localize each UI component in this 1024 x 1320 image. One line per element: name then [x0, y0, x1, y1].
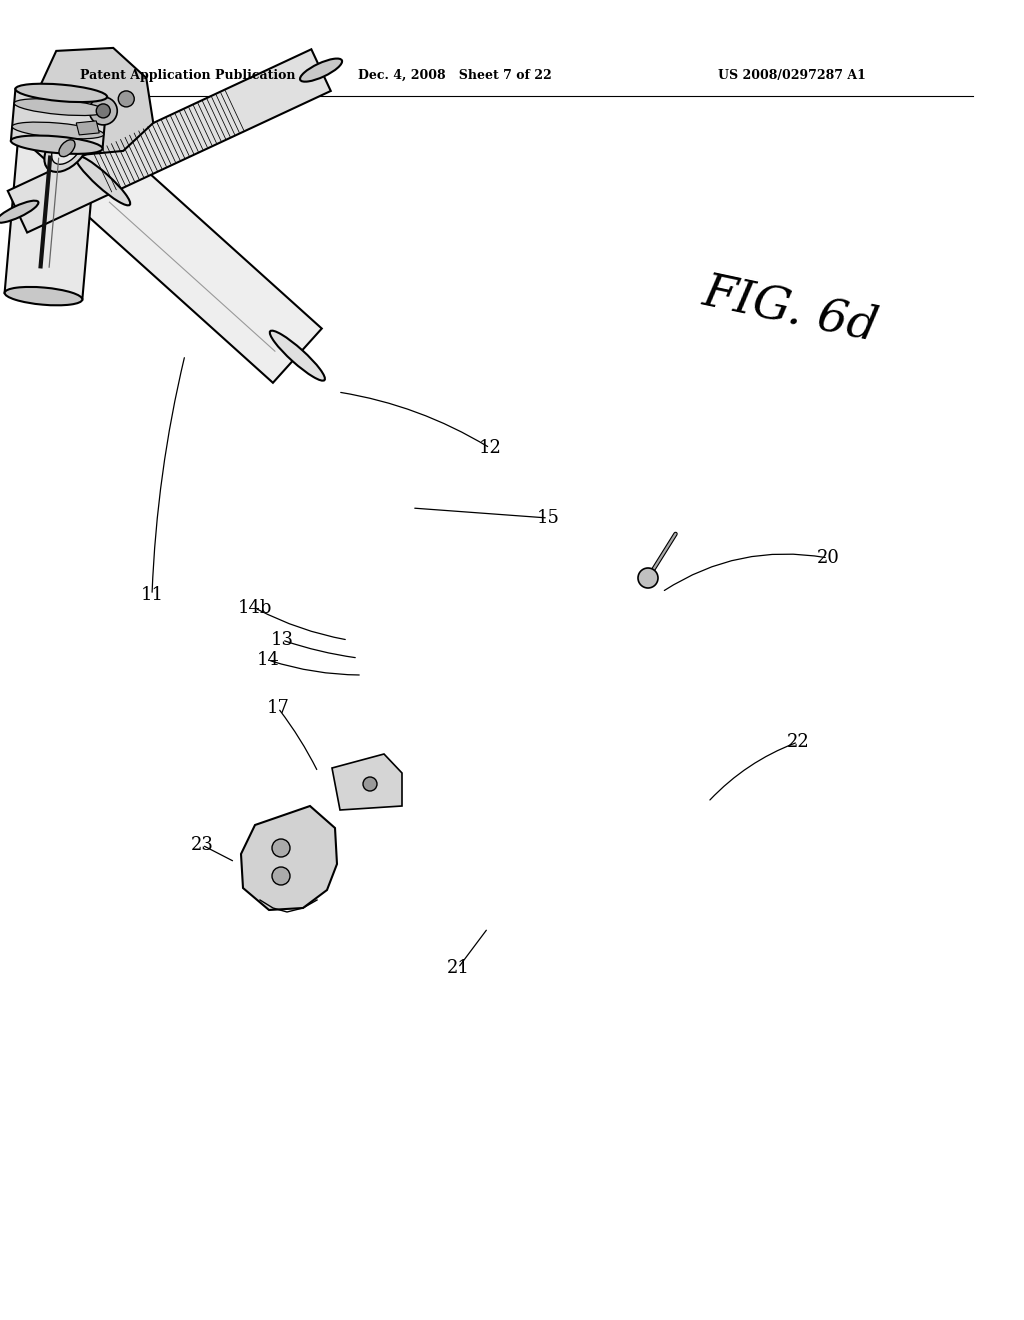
Text: 14b: 14b — [238, 599, 272, 616]
Text: 17: 17 — [266, 700, 290, 717]
Text: Dec. 4, 2008   Sheet 7 of 22: Dec. 4, 2008 Sheet 7 of 22 — [358, 69, 552, 82]
Ellipse shape — [59, 140, 75, 157]
Circle shape — [362, 777, 377, 791]
Ellipse shape — [44, 124, 89, 172]
Circle shape — [272, 840, 290, 857]
Text: 21: 21 — [446, 960, 469, 977]
Text: 22: 22 — [786, 733, 809, 751]
Polygon shape — [54, 135, 116, 194]
Circle shape — [118, 91, 134, 107]
Polygon shape — [76, 121, 99, 135]
Text: 15: 15 — [537, 510, 559, 527]
Ellipse shape — [0, 201, 39, 223]
Polygon shape — [8, 49, 331, 232]
Ellipse shape — [269, 330, 325, 380]
Ellipse shape — [5, 286, 82, 305]
Polygon shape — [5, 125, 97, 300]
Circle shape — [638, 568, 658, 587]
Ellipse shape — [19, 120, 97, 139]
Polygon shape — [24, 106, 82, 165]
Circle shape — [89, 96, 118, 125]
Ellipse shape — [16, 99, 61, 147]
Ellipse shape — [51, 132, 82, 164]
Text: FIG. 6d: FIG. 6d — [698, 269, 882, 351]
Text: 23: 23 — [190, 836, 213, 854]
Text: 11: 11 — [140, 586, 164, 605]
Text: 14: 14 — [257, 651, 280, 669]
Ellipse shape — [300, 58, 342, 82]
Text: Patent Application Publication: Patent Application Publication — [80, 69, 296, 82]
Ellipse shape — [12, 123, 103, 139]
Text: US 2008/0297287 A1: US 2008/0297287 A1 — [718, 69, 866, 82]
Text: 13: 13 — [270, 631, 294, 649]
Polygon shape — [241, 807, 337, 909]
Polygon shape — [11, 88, 108, 149]
Ellipse shape — [11, 136, 102, 154]
Circle shape — [272, 867, 290, 884]
Ellipse shape — [15, 83, 108, 102]
Ellipse shape — [14, 99, 105, 116]
Text: 20: 20 — [816, 549, 840, 568]
Text: 12: 12 — [478, 440, 502, 457]
Ellipse shape — [75, 156, 130, 206]
Circle shape — [96, 104, 111, 117]
Polygon shape — [332, 754, 402, 810]
Polygon shape — [78, 153, 322, 383]
Polygon shape — [33, 48, 154, 154]
